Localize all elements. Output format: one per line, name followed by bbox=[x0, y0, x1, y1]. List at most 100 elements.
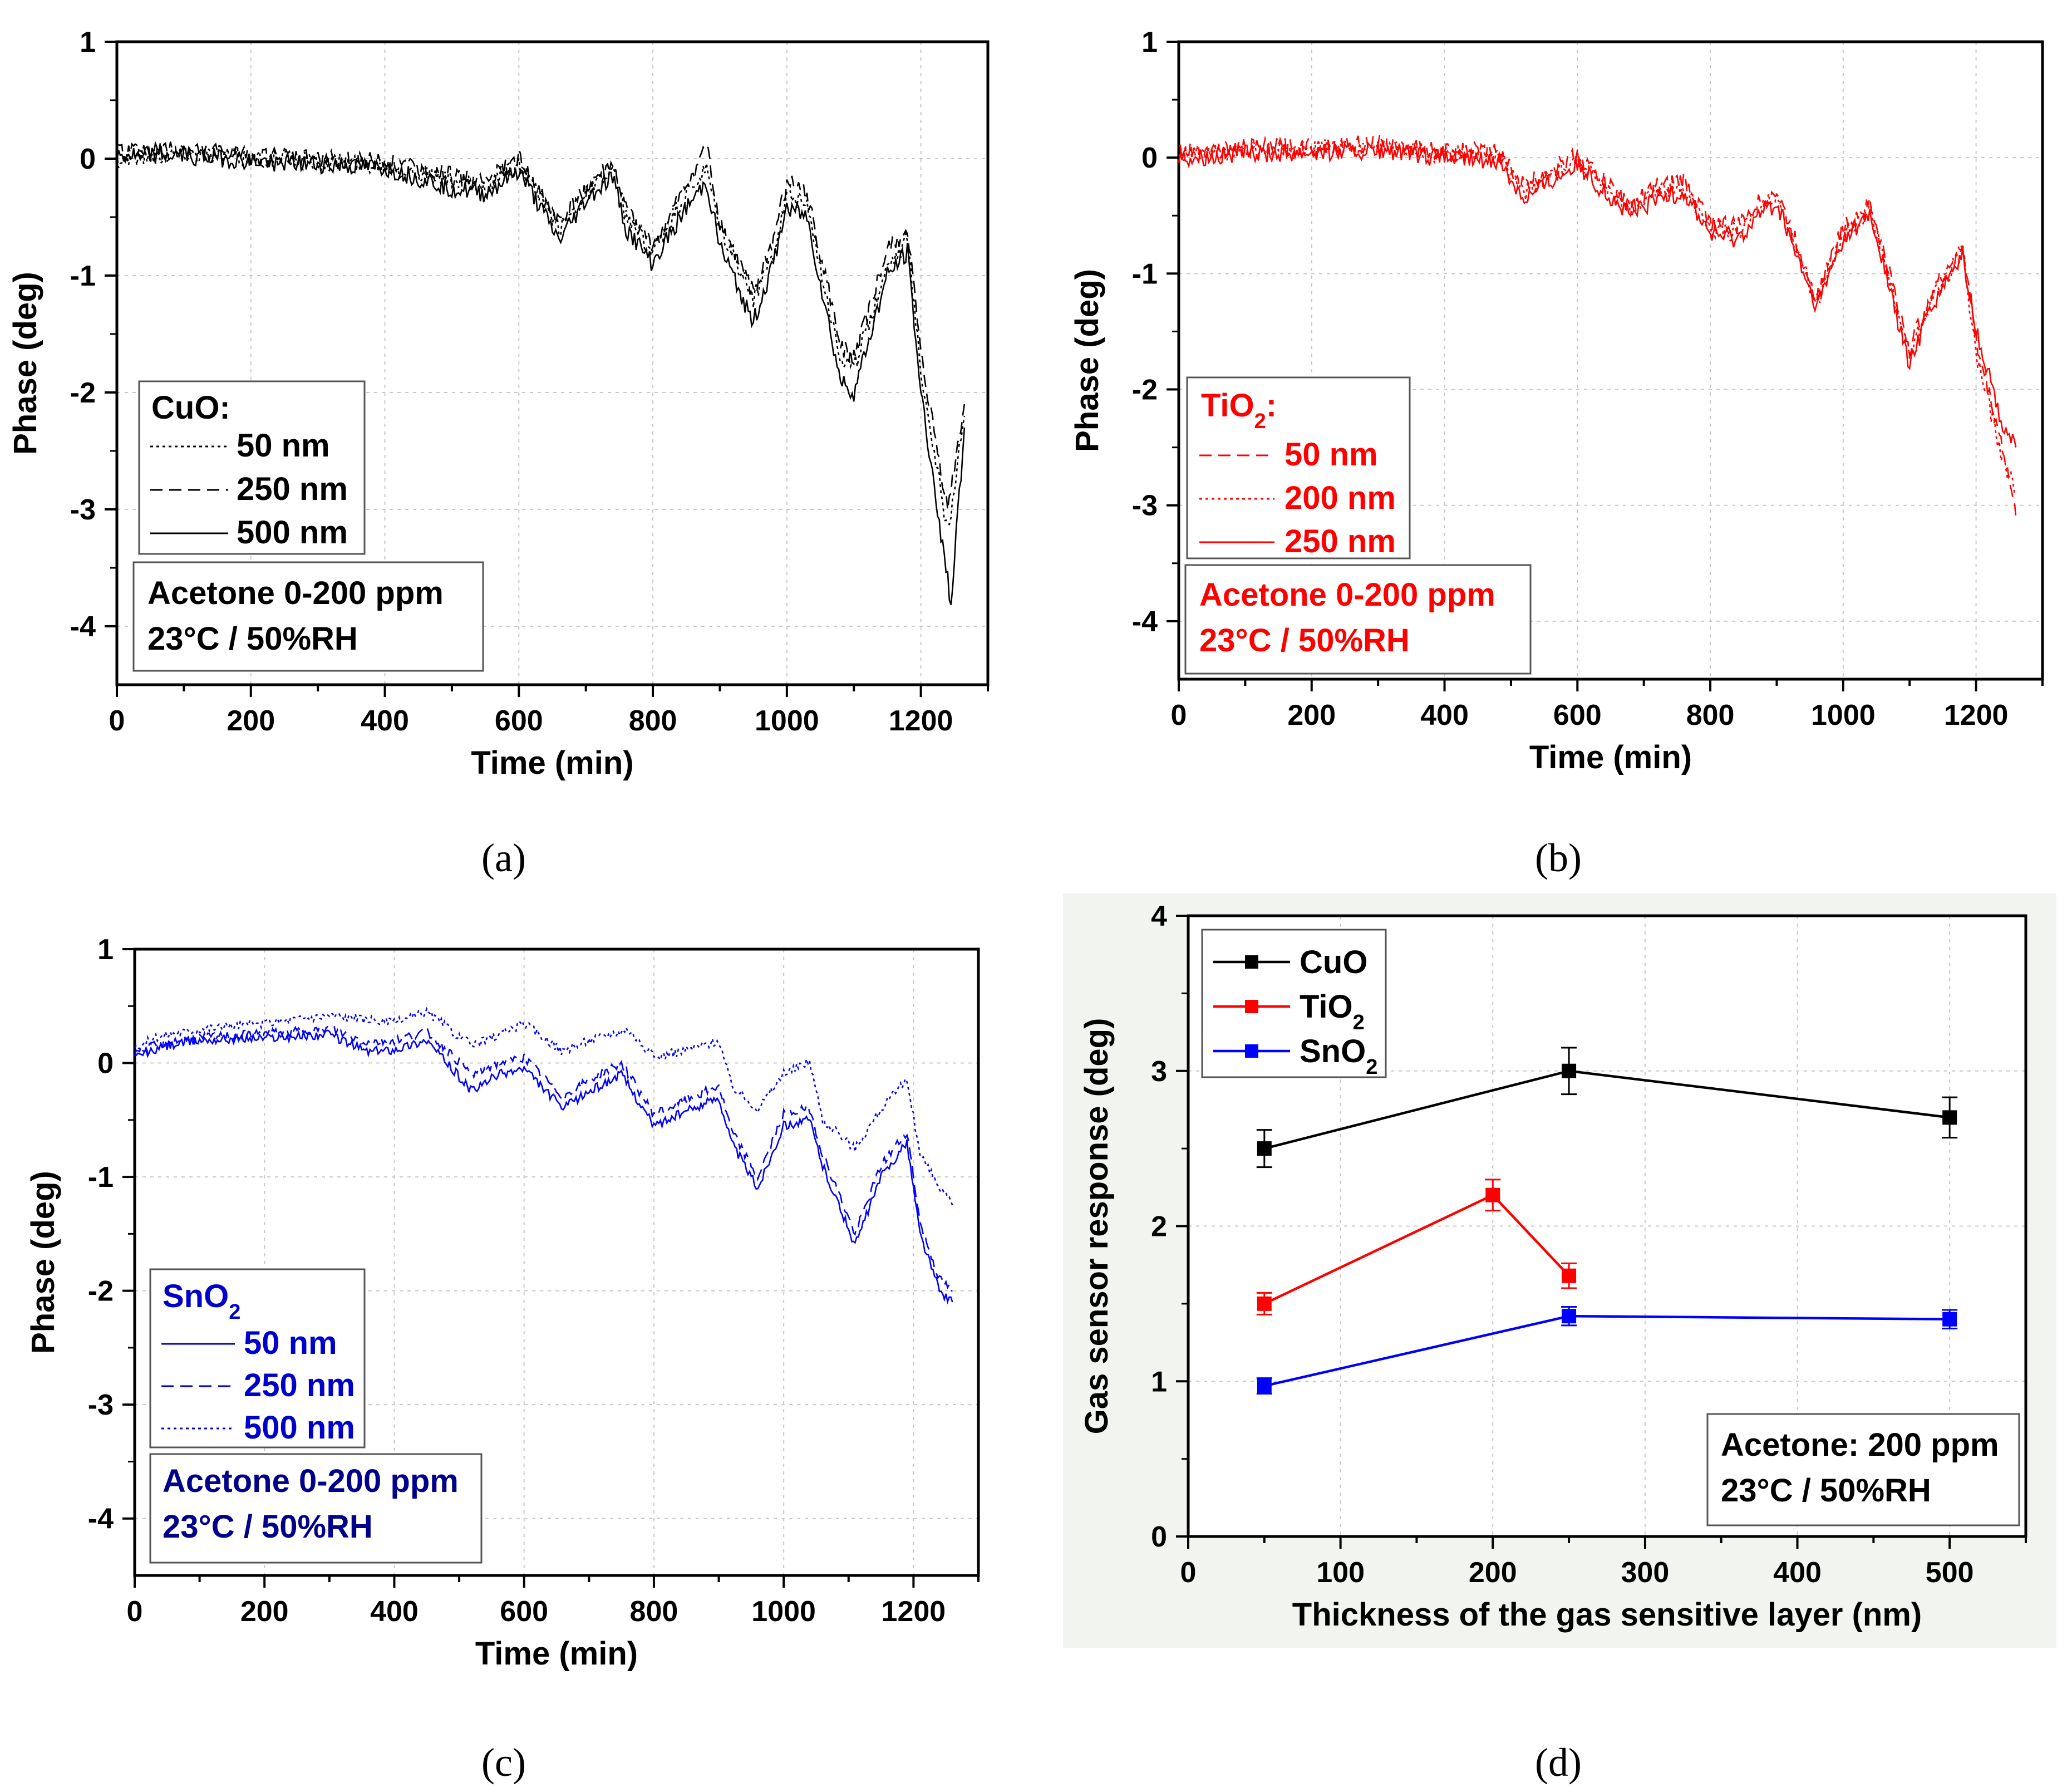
panel-d-point-0-0 bbox=[1257, 1141, 1272, 1156]
panel-b-ytick-label-1: 0 bbox=[1141, 142, 1158, 174]
panel-d-point-1-2 bbox=[1562, 1268, 1577, 1283]
panel-d-legend-marker-1 bbox=[1245, 1000, 1258, 1013]
panel-b-legend-title-suffix: : bbox=[1266, 387, 1277, 424]
panel-c-legend-title: SnO2 bbox=[163, 1278, 240, 1324]
panel-b-xtick-label-4: 800 bbox=[1686, 699, 1735, 731]
panel-a-ytick-label-0: 1 bbox=[80, 26, 96, 58]
panel-d-conditions-box bbox=[1706, 1413, 2020, 1526]
panel-b-plot-frame bbox=[1177, 40, 2044, 681]
panel-b-ytick-label-3: -2 bbox=[1132, 374, 1158, 406]
panel-b-conditions-box bbox=[1184, 564, 1532, 675]
panel-b-xtick-label-2: 400 bbox=[1420, 699, 1469, 731]
panel-d-point-0-1 bbox=[1562, 1063, 1577, 1078]
panel-c-legend-label-1: 250 nm bbox=[244, 1367, 355, 1403]
panel-c-ylabel: Phase (deg) bbox=[25, 1171, 61, 1354]
panel-a-conditions-box bbox=[132, 561, 484, 672]
panel-d-ytick-label-4: 0 bbox=[1151, 1521, 1167, 1553]
panel-b-ylabel: Phase (deg) bbox=[1069, 269, 1105, 452]
panel-d-xtick-label-0: 0 bbox=[1180, 1557, 1197, 1589]
panel-b-ytick-label-4: -3 bbox=[1132, 490, 1158, 522]
panel-a-xtick-label-5: 1000 bbox=[755, 705, 819, 737]
panel-d-caption: (d) bbox=[1535, 1740, 1582, 1785]
panel-b-legend-title: TiO2: bbox=[1201, 387, 1277, 433]
panel-b-xtick-label-5: 1000 bbox=[1811, 699, 1876, 731]
panel-c-series-line-0 bbox=[134, 1029, 953, 1305]
panel-a-ytick-label-3: -2 bbox=[70, 377, 96, 409]
panel-b-legend-label-2: 250 nm bbox=[1284, 523, 1396, 559]
panel-c-caption: (c) bbox=[481, 1740, 526, 1785]
panel-d-point-2-2 bbox=[1942, 1312, 1957, 1327]
panel-d-response-vs-thickness: 0 100 200 300 400 500 4 3 2 1 0 Thickness of the ga… bbox=[1063, 893, 2056, 1785]
panel-a-ytick-label-4: -3 bbox=[70, 494, 96, 526]
panel-c-ytick-label-4: -3 bbox=[88, 1389, 114, 1421]
panel-d-legend-marker-0 bbox=[1245, 955, 1258, 969]
panel-d-point-0-2 bbox=[1942, 1110, 1957, 1125]
panel-b-ytick-label-0: 1 bbox=[1141, 26, 1158, 58]
panel-c-condition-0: Acetone 0-200 ppm bbox=[163, 1463, 459, 1499]
panel-a-legend-label-1: 250 nm bbox=[237, 471, 348, 507]
panel-a-ytick-label-2: -1 bbox=[70, 260, 96, 292]
panel-c-condition-1: 23°C / 50%RH bbox=[163, 1509, 373, 1545]
panel-a-condition-1: 23°C / 50%RH bbox=[147, 621, 358, 657]
panel-b-xlabel: Time (min) bbox=[1529, 739, 1692, 775]
panel-c-legend-title-sub: 2 bbox=[229, 1300, 240, 1324]
panel-b-xtick-label-1: 200 bbox=[1287, 699, 1336, 731]
panel-a-cuo-phase: 0 200 400 600 800 1000 1200 1 0 -1 -2 -3 -4 Time (min… bbox=[7, 26, 990, 880]
panel-d-condition-0: Acetone: 200 ppm bbox=[1721, 1427, 1999, 1463]
panel-d-legend-label-2: SnO2 bbox=[1300, 1033, 1377, 1079]
panel-c-xtick-label-2: 400 bbox=[370, 1595, 419, 1628]
panel-c-series-line-1 bbox=[134, 1024, 953, 1292]
panel-c-conditions-box bbox=[149, 1453, 483, 1564]
panel-b-legend-label-1: 200 nm bbox=[1284, 480, 1396, 516]
panel-a-ytick-label-5: -4 bbox=[70, 611, 96, 643]
panel-b-xtick-label-0: 0 bbox=[1171, 699, 1187, 731]
panel-d-ylabel: Gas sensor response (deg) bbox=[1079, 1018, 1115, 1435]
panel-a-condition-0: Acetone 0-200 ppm bbox=[147, 575, 444, 611]
panel-a-legend-title: CuO: bbox=[151, 390, 230, 426]
panel-d-condition-1: 23°C / 50%RH bbox=[1721, 1472, 1931, 1509]
panel-d-legend-label-main-2: SnO bbox=[1300, 1033, 1366, 1069]
panel-a-xlabel: Time (min) bbox=[471, 745, 633, 781]
panel-c-legend-label-2: 500 nm bbox=[244, 1410, 355, 1446]
panel-c-legend-box bbox=[149, 1268, 366, 1449]
panel-b-tio2-phase: 0 200 400 600 800 1000 1200 1 0 -1 -2 -3 -4 Time (min… bbox=[1069, 26, 2044, 880]
panel-c-xtick-label-3: 600 bbox=[500, 1595, 548, 1628]
panel-a-series-line-0 bbox=[116, 144, 966, 526]
panel-a-legend-box bbox=[138, 380, 366, 555]
panel-c-xtick-label-4: 800 bbox=[630, 1595, 678, 1628]
panel-b-xtick-label-6: 1200 bbox=[1944, 699, 2009, 731]
panel-a-xtick-label-0: 0 bbox=[109, 705, 125, 737]
panel-a-plot-frame bbox=[115, 40, 990, 686]
panel-b-condition-1: 23°C / 50%RH bbox=[1199, 622, 1410, 659]
panel-a-xtick-label-6: 1200 bbox=[889, 705, 953, 737]
panel-c-legend-title-main: SnO bbox=[163, 1278, 229, 1314]
panel-a-xtick-label-4: 800 bbox=[629, 705, 677, 737]
panel-d-ytick-label-0: 4 bbox=[1151, 900, 1167, 932]
panel-d-legend-label-sub-1: 2 bbox=[1353, 1011, 1365, 1034]
panel-c-xtick-label-0: 0 bbox=[127, 1595, 143, 1628]
panel-d-ytick-label-3: 1 bbox=[1151, 1366, 1167, 1398]
panel-d-xtick-label-3: 300 bbox=[1621, 1557, 1670, 1589]
panel-c-ytick-label-5: -4 bbox=[88, 1503, 114, 1535]
panel-d-legend-label-0: CuO bbox=[1300, 944, 1367, 980]
panel-c-xtick-label-1: 200 bbox=[240, 1595, 289, 1628]
panel-c-plot-frame bbox=[133, 947, 980, 1577]
panel-b-ytick-label-2: -1 bbox=[1132, 258, 1158, 290]
panel-d-legend-label-main-0: CuO bbox=[1300, 944, 1367, 980]
panel-c-ytick-label-2: -1 bbox=[88, 1161, 114, 1194]
panel-d-xtick-label-2: 200 bbox=[1469, 1557, 1517, 1589]
panel-d-legend-label-main-1: TiO bbox=[1300, 989, 1353, 1025]
panel-a-series-line-2 bbox=[116, 145, 966, 605]
panel-c-xtick-label-5: 1000 bbox=[751, 1595, 816, 1628]
panel-c-ytick-label-1: 0 bbox=[97, 1048, 114, 1080]
panel-d-ytick-label-1: 3 bbox=[1151, 1055, 1167, 1088]
panel-c-ytick-label-3: -2 bbox=[88, 1275, 114, 1308]
panel-b-series-line-2 bbox=[1178, 141, 2017, 448]
panel-c-ytick-label-0: 1 bbox=[97, 934, 114, 966]
panel-d-point-1-1 bbox=[1485, 1187, 1500, 1202]
panel-a-legend-label-0: 50 nm bbox=[237, 428, 330, 464]
panel-d-point-2-1 bbox=[1562, 1309, 1577, 1324]
panel-b-ytick-label-5: -4 bbox=[1132, 606, 1158, 638]
panel-a-xtick-label-3: 600 bbox=[495, 705, 543, 737]
